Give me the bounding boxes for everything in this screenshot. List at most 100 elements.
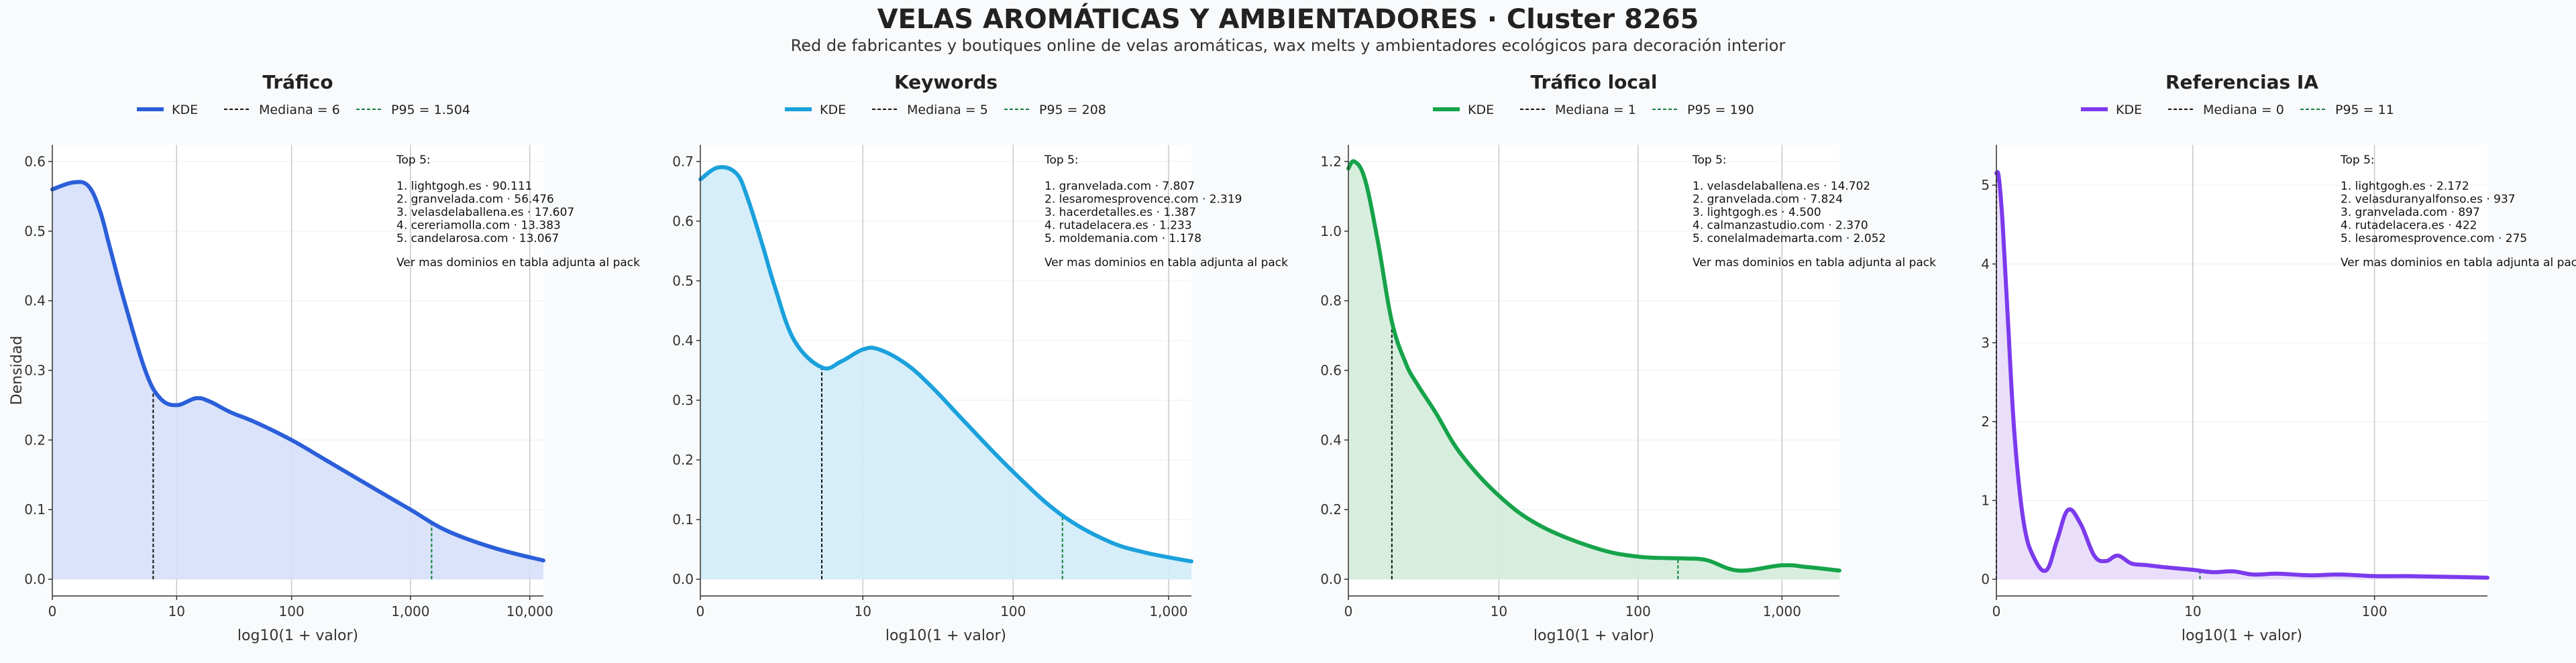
x-tick-label: 10,000 bbox=[506, 603, 553, 619]
top5-item: 4. rutadelacera.es · 1.233 bbox=[1044, 219, 1192, 233]
y-axis-label: Densidad bbox=[9, 336, 25, 405]
y-tick-label: 0.5 bbox=[24, 223, 46, 239]
x-tick-label: 100 bbox=[279, 603, 305, 619]
legend: KDE Mediana = 6 P95 = 1.504 bbox=[137, 103, 470, 117]
top5-item: 4. rutadelacera.es · 422 bbox=[2341, 219, 2477, 233]
x-tick-label: 0 bbox=[696, 603, 705, 619]
legend-kde-label: KDE bbox=[172, 103, 198, 117]
top5-item: 5. moldemania.com · 1.178 bbox=[1044, 232, 1201, 245]
y-tick-label: 4 bbox=[1981, 256, 1990, 272]
figure-subtitle: Red de fabricantes y boutiques online de… bbox=[790, 36, 1786, 55]
y-tick-label: 1 bbox=[1981, 492, 1990, 508]
top5-item: 1. lightgogh.es · 2.172 bbox=[2341, 180, 2469, 193]
legend-p95-label: P95 = 11 bbox=[2335, 103, 2394, 117]
y-tick-label: 1.2 bbox=[1320, 154, 1342, 170]
x-tick-label: 10 bbox=[855, 603, 871, 619]
x-tick-label: 1,000 bbox=[1763, 603, 1801, 619]
chart-panel-1: Tráfico KDE Mediana = 6 P95 = 1.504 0.0 0.1 0.… bbox=[9, 71, 640, 644]
y-tick-label: 0.0 bbox=[24, 571, 46, 587]
y-tick-label: 0.6 bbox=[1320, 363, 1342, 379]
x-tick-label: 10 bbox=[2184, 603, 2201, 619]
top5-item: 4. cereriamolla.com · 13.383 bbox=[396, 219, 561, 233]
y-tick-label: 0.6 bbox=[672, 213, 694, 229]
y-tick-label: 0.1 bbox=[24, 501, 46, 518]
y-tick-label: 1.0 bbox=[1320, 223, 1342, 239]
legend-kde-label: KDE bbox=[820, 103, 846, 117]
y-tick-label: 0.7 bbox=[672, 154, 694, 170]
x-axis-label: log10(1 + valor) bbox=[237, 627, 358, 644]
x-axis-label: log10(1 + valor) bbox=[2182, 627, 2302, 644]
kde-line bbox=[698, 165, 1193, 564]
y-tick-label: 0.0 bbox=[1320, 571, 1342, 587]
x-tick-label: 0 bbox=[1344, 603, 1353, 619]
legend: KDE Mediana = 1 P95 = 190 bbox=[1433, 103, 1754, 117]
top5-item: 2. granvelada.com · 7.824 bbox=[1693, 193, 1843, 206]
top5-footer: Ver mas dominios en tabla adjunta al pac… bbox=[1044, 256, 1288, 269]
y-tick-label: 0.3 bbox=[672, 392, 694, 408]
figure-title: VELAS AROMÁTICAS Y AMBIENTADORES · Clust… bbox=[877, 4, 1699, 35]
top5-item: 1. velasdelaballena.es · 14.702 bbox=[1693, 180, 1870, 193]
legend-kde-label: KDE bbox=[2116, 103, 2142, 117]
legend-p95-label: P95 = 1.504 bbox=[391, 103, 470, 117]
legend-kde-label: KDE bbox=[1468, 103, 1494, 117]
top5-footer: Ver mas dominios en tabla adjunta al pac… bbox=[396, 256, 640, 269]
panel-title: Referencias IA bbox=[2165, 71, 2318, 93]
y-tick-label: 0.2 bbox=[1320, 501, 1342, 518]
top5-item: 3. lightgogh.es · 4.500 bbox=[1693, 206, 1821, 219]
y-tick-label: 0.3 bbox=[24, 363, 46, 379]
kde-area bbox=[1348, 161, 1839, 580]
panel-title: Tráfico local bbox=[1531, 71, 1658, 93]
y-tick-label: 0.4 bbox=[24, 293, 46, 309]
legend-median-label: Mediana = 0 bbox=[2203, 103, 2284, 117]
y-tick-label: 0.8 bbox=[1320, 293, 1342, 309]
y-tick-label: 0.5 bbox=[672, 273, 694, 289]
top5-item: 5. conelalmademarta.com · 2.052 bbox=[1693, 232, 1886, 245]
top5-item: 5. candelarosa.com · 13.067 bbox=[396, 232, 559, 245]
y-tick-label: 0.4 bbox=[1320, 432, 1342, 448]
y-tick-label: 3 bbox=[1981, 335, 1990, 351]
x-tick-label: 100 bbox=[2362, 603, 2387, 619]
chart-panel-4: Referencias IA KDE Mediana = 0 P95 = 11 0 1 2 3… bbox=[1981, 71, 2576, 644]
y-tick-label: 0.4 bbox=[672, 333, 694, 349]
panel-title: Keywords bbox=[894, 71, 998, 93]
chart-panel-2: Keywords KDE Mediana = 5 P95 = 208 0.0 0.1 0.2… bbox=[672, 71, 1288, 644]
top5-heading: Top 5: bbox=[396, 154, 431, 167]
legend-median-label: Mediana = 5 bbox=[907, 103, 988, 117]
top5-heading: Top 5: bbox=[2340, 154, 2375, 167]
x-tick-label: 100 bbox=[1625, 603, 1651, 619]
kde-line bbox=[1346, 159, 1841, 573]
top5-footer: Ver mas dominios en tabla adjunta al pac… bbox=[1693, 256, 1936, 269]
x-axis-label: log10(1 + valor) bbox=[885, 627, 1006, 644]
y-tick-label: 0.2 bbox=[24, 432, 46, 448]
kde-area bbox=[700, 167, 1191, 580]
top5-item: 5. lesaromesprovence.com · 275 bbox=[2341, 232, 2527, 245]
top5-item: 1. granvelada.com · 7.807 bbox=[1044, 180, 1195, 193]
top5-item: 4. calmanzastudio.com · 2.370 bbox=[1693, 219, 1868, 233]
top5-item: 2. lesaromesprovence.com · 2.319 bbox=[1044, 193, 1242, 206]
panel-title: Tráfico bbox=[262, 71, 333, 93]
legend-median-label: Mediana = 1 bbox=[1555, 103, 1636, 117]
legend-median-label: Mediana = 6 bbox=[259, 103, 340, 117]
kde-line bbox=[1994, 170, 2489, 580]
top5-item: 3. velasdelaballena.es · 17.607 bbox=[396, 206, 574, 219]
legend-p95-label: P95 = 190 bbox=[1687, 103, 1754, 117]
x-tick-label: 10 bbox=[168, 603, 185, 619]
legend-p95-label: P95 = 208 bbox=[1039, 103, 1106, 117]
x-axis-label: log10(1 + valor) bbox=[1534, 627, 1654, 644]
kde-line bbox=[50, 180, 545, 562]
kde-area bbox=[52, 182, 543, 580]
top5-item: 2. granvelada.com · 56.476 bbox=[396, 193, 554, 206]
x-tick-label: 0 bbox=[48, 603, 57, 619]
y-tick-label: 0.2 bbox=[672, 452, 694, 468]
top5-item: 1. lightgogh.es · 90.111 bbox=[396, 180, 532, 193]
top5-item: 3. granvelada.com · 897 bbox=[2341, 206, 2480, 219]
x-tick-label: 10 bbox=[1491, 603, 1507, 619]
top5-item: 2. velasduranyalfonso.es · 937 bbox=[2341, 193, 2516, 206]
top5-heading: Top 5: bbox=[1044, 154, 1079, 167]
x-tick-label: 1,000 bbox=[1149, 603, 1187, 619]
y-tick-label: 5 bbox=[1981, 177, 1990, 193]
y-tick-label: 0.0 bbox=[672, 571, 694, 587]
x-tick-label: 100 bbox=[1000, 603, 1026, 619]
